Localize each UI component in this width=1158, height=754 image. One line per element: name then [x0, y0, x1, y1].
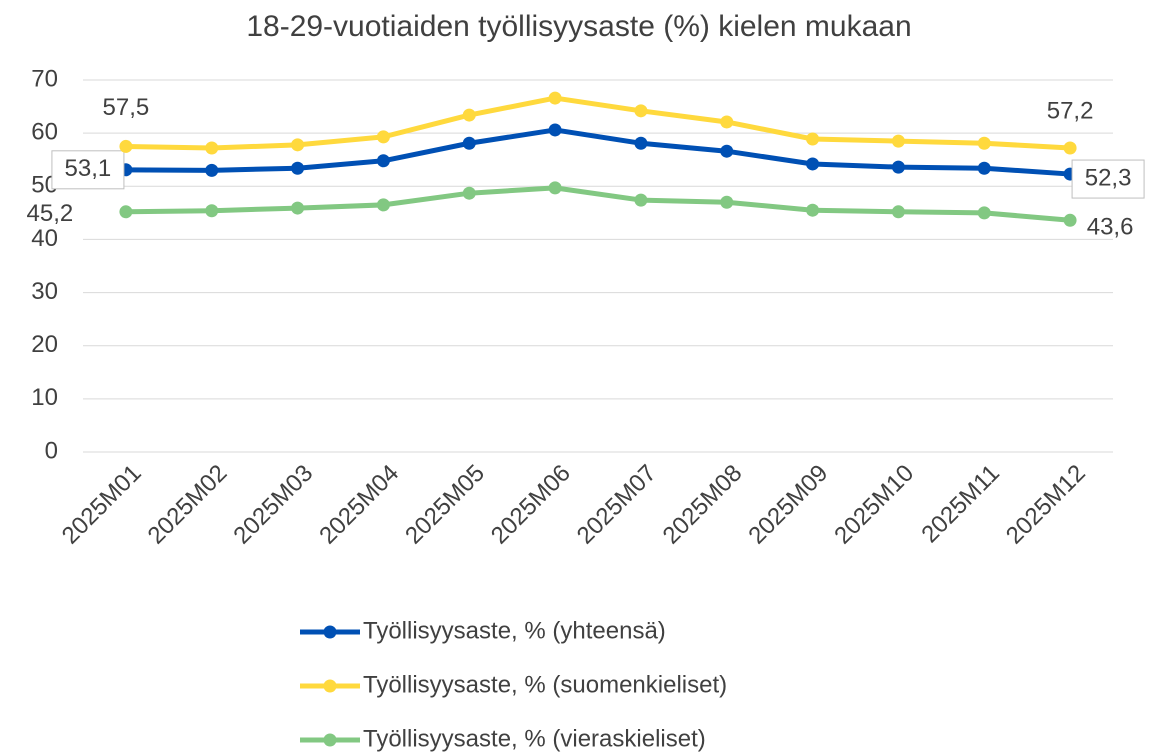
point — [205, 204, 219, 218]
point — [376, 154, 390, 168]
x-tick-label: 2025M04 — [314, 460, 404, 550]
point — [891, 134, 905, 148]
legend-label: Työllisyysaste, % (yhteensä) — [363, 617, 666, 644]
point — [720, 115, 734, 129]
point — [119, 205, 133, 219]
point — [1063, 141, 1077, 155]
data-label: 45,2 — [27, 200, 74, 227]
y-tick-label: 30 — [31, 278, 58, 305]
label-box — [51, 150, 125, 190]
series-line — [125, 185, 1071, 223]
point — [119, 139, 133, 153]
series-line — [125, 95, 1071, 151]
series-line — [125, 127, 1071, 177]
point — [462, 186, 476, 200]
y-tick-label: 40 — [31, 225, 58, 252]
x-tick-label: 2025M09 — [743, 460, 833, 550]
x-tick-label: 2025M08 — [658, 460, 748, 550]
point — [634, 193, 648, 207]
data-label: 53,1 — [65, 155, 112, 182]
point — [291, 138, 305, 152]
x-tick-label: 2025M11 — [916, 460, 1005, 549]
data-label: 57,5 — [103, 94, 150, 121]
point — [1063, 213, 1077, 227]
point — [548, 181, 562, 195]
legend-swatch-marker — [323, 679, 337, 693]
x-tick-label: 2025M03 — [228, 460, 318, 550]
legend-swatch-marker — [323, 733, 337, 747]
x-tick-label: 2025M07 — [572, 460, 662, 550]
label-box — [1071, 159, 1145, 199]
point — [977, 161, 991, 175]
point — [977, 206, 991, 220]
point — [548, 123, 562, 137]
legend-swatch-marker — [323, 625, 337, 639]
x-tick-label: 2025M06 — [486, 460, 576, 550]
legend-label: Työllisyysaste, % (vieraskieliset) — [363, 725, 706, 752]
point — [548, 91, 562, 105]
data-label: 52,3 — [1085, 164, 1132, 191]
point — [376, 198, 390, 212]
x-tick-label: 2025M10 — [829, 460, 919, 550]
y-tick-label: 0 — [45, 437, 58, 464]
point — [977, 136, 991, 150]
x-tick-label: 2025M01 — [57, 460, 147, 550]
point — [462, 136, 476, 150]
point — [205, 141, 219, 155]
point — [806, 203, 820, 217]
point — [806, 132, 820, 146]
y-tick-label: 60 — [31, 118, 58, 145]
point — [720, 144, 734, 158]
y-tick-label: 70 — [31, 65, 58, 92]
y-tick-label: 10 — [31, 384, 58, 411]
point — [376, 130, 390, 144]
point — [891, 205, 905, 219]
point — [291, 201, 305, 215]
chart-title: 18-29-vuotiaiden työllisyysaste (%) kiel… — [246, 10, 911, 43]
point — [205, 163, 219, 177]
x-tick-label: 2025M05 — [400, 460, 490, 550]
data-label: 57,2 — [1047, 97, 1094, 124]
y-tick-label: 20 — [31, 331, 58, 358]
point — [291, 161, 305, 175]
x-tick-label: 2025M12 — [1001, 460, 1091, 550]
data-label: 43,6 — [1087, 214, 1134, 241]
point — [720, 195, 734, 209]
point — [634, 136, 648, 150]
legend-label: Työllisyysaste, % (suomenkieliset) — [363, 671, 727, 698]
point — [634, 104, 648, 118]
point — [891, 160, 905, 174]
x-tick-label: 2025M02 — [143, 460, 233, 550]
point — [462, 108, 476, 122]
point — [806, 157, 820, 171]
